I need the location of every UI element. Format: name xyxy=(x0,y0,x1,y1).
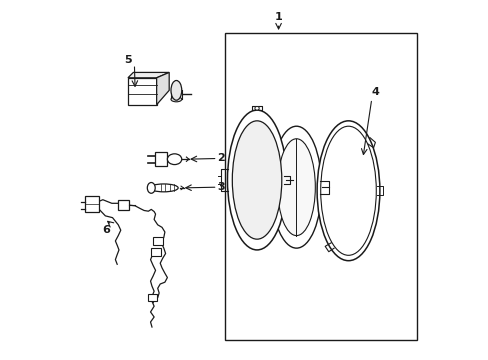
Bar xyxy=(85,196,99,212)
Ellipse shape xyxy=(171,97,182,102)
Text: 1: 1 xyxy=(274,12,282,22)
Polygon shape xyxy=(155,152,167,166)
Text: 3: 3 xyxy=(217,182,224,192)
Polygon shape xyxy=(156,72,169,105)
Text: 5: 5 xyxy=(124,55,131,65)
Text: 4: 4 xyxy=(371,87,379,97)
Ellipse shape xyxy=(167,154,182,165)
Bar xyxy=(148,294,157,301)
Ellipse shape xyxy=(149,184,178,192)
Text: 6: 6 xyxy=(102,225,110,235)
Ellipse shape xyxy=(271,126,321,248)
Ellipse shape xyxy=(277,139,315,235)
Bar xyxy=(224,33,416,339)
Ellipse shape xyxy=(171,81,182,100)
Bar xyxy=(153,237,163,245)
Text: 2: 2 xyxy=(217,153,224,163)
Ellipse shape xyxy=(227,110,286,250)
Ellipse shape xyxy=(254,107,259,110)
Ellipse shape xyxy=(147,183,155,193)
Ellipse shape xyxy=(232,121,281,239)
Polygon shape xyxy=(128,72,169,78)
Bar xyxy=(118,200,129,211)
Bar xyxy=(128,78,156,105)
Ellipse shape xyxy=(317,121,379,261)
Bar xyxy=(151,248,161,256)
